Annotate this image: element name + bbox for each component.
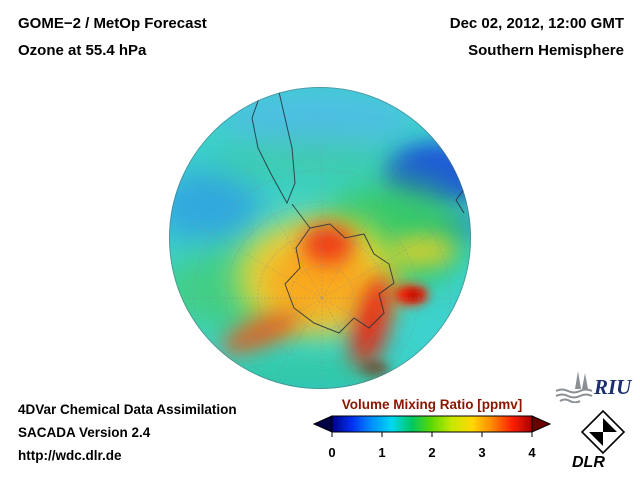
graticule (172, 148, 471, 389)
footer-url: http://wdc.dlr.de (18, 448, 122, 463)
dlr-logo-text: DLR (572, 454, 605, 471)
dlr-logo-icon: DLR (572, 409, 626, 471)
footer-assimilation-label: 4DVar Chemical Data Assimilation (18, 402, 237, 417)
colorbar-arrow-left (312, 415, 333, 433)
riu-logo-text: RIU (593, 375, 633, 399)
date-label: Dec 02, 2012, 12:00 GMT (449, 15, 624, 32)
colorbar-gradient (312, 415, 552, 437)
globe-map (168, 86, 472, 390)
coast-south-america (251, 89, 296, 205)
riu-logo: RIU (554, 367, 634, 404)
page-title: GOME−2 / MetOp Forecast (18, 15, 207, 32)
page-subtitle: Ozone at 55.4 hPa (18, 42, 147, 59)
colorbar-tick-marks (331, 432, 533, 437)
colorbar-title: Volume Mixing Ratio [ppmv] (341, 397, 523, 412)
coast-antarctica (284, 223, 395, 334)
colorbar-tick: 2 (428, 445, 436, 460)
hemisphere-label: Southern Hemisphere (468, 42, 624, 59)
colorbar-tick-labels: 0 1 2 3 4 (312, 445, 552, 461)
colorbar: Volume Mixing Ratio [ppmv] 0 1 2 3 4 (312, 397, 552, 461)
colorbar-arrow-right (531, 415, 552, 433)
colorbar-tick: 1 (378, 445, 386, 460)
footer: 4DVar Chemical Data Assimilation SACADA … (18, 398, 237, 467)
coast-antarctic-peninsula (291, 203, 311, 229)
footer-version-label: SACADA Version 2.4 (18, 425, 151, 440)
colorbar-tick: 0 (328, 445, 336, 460)
riu-logo-icon: RIU (555, 371, 633, 404)
dlr-logo: DLR (570, 409, 634, 471)
header-right: Dec 02, 2012, 12:00 GMT Southern Hemisph… (450, 10, 624, 64)
colorbar-tick: 4 (528, 445, 536, 460)
colorbar-tick: 3 (478, 445, 486, 460)
globe-svg (169, 87, 471, 389)
header-left: GOME−2 / MetOp Forecast Ozone at 55.4 hP… (18, 10, 207, 64)
